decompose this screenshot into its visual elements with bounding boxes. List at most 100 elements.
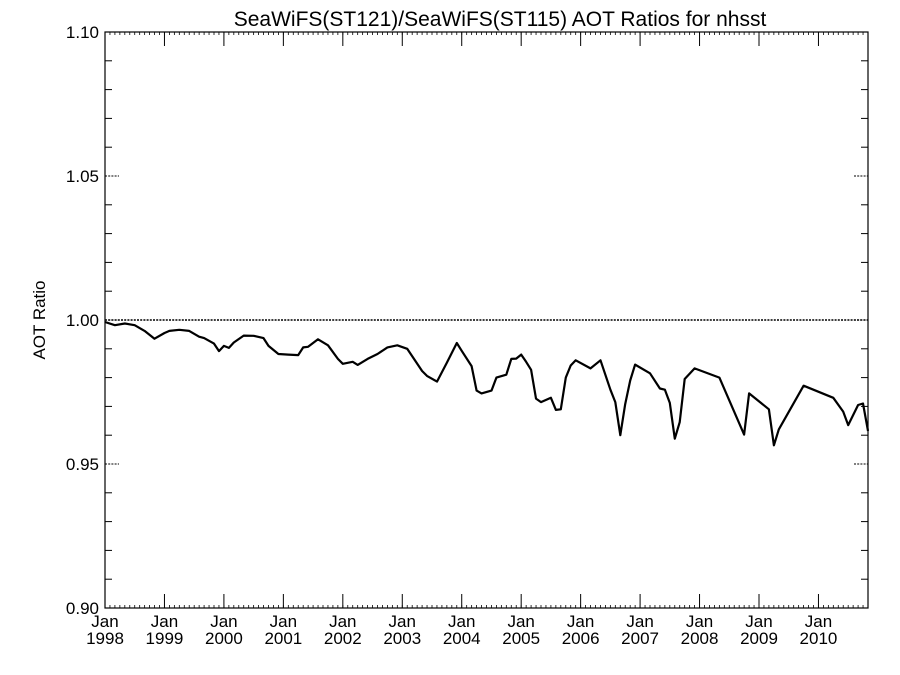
x-tick-year-label: 2004 bbox=[443, 629, 481, 648]
data-point bbox=[743, 434, 745, 436]
data-point bbox=[243, 334, 245, 337]
data-point bbox=[267, 345, 270, 347]
data-point bbox=[421, 370, 423, 372]
data-point bbox=[396, 344, 398, 346]
data-point bbox=[317, 338, 319, 340]
data-point bbox=[802, 385, 805, 387]
data-point bbox=[748, 392, 750, 395]
x-tick-month-label: Jan bbox=[210, 612, 237, 631]
data-point bbox=[357, 364, 359, 366]
data-point bbox=[302, 346, 304, 348]
data-point bbox=[188, 330, 190, 332]
data-point bbox=[144, 330, 146, 332]
data-point bbox=[530, 369, 532, 371]
data-point bbox=[327, 344, 329, 346]
data-point bbox=[480, 392, 483, 395]
data-point bbox=[679, 421, 681, 423]
data-point bbox=[535, 398, 537, 400]
data-point bbox=[629, 379, 631, 382]
data-point bbox=[406, 348, 408, 350]
data-point bbox=[366, 358, 369, 360]
x-tick-month-label: Jan bbox=[151, 612, 178, 631]
data-point bbox=[684, 378, 686, 380]
data-point bbox=[525, 361, 527, 363]
data-point bbox=[510, 358, 512, 360]
data-point bbox=[718, 377, 720, 379]
data-point bbox=[168, 330, 171, 332]
data-point bbox=[649, 372, 651, 374]
data-point bbox=[669, 402, 671, 404]
series-points bbox=[104, 321, 869, 446]
data-point bbox=[555, 409, 557, 411]
x-tick-year-label: 2006 bbox=[562, 629, 600, 648]
y-axis-ticks: 1.10 1.05 1.00 0.95 0.90 bbox=[66, 23, 868, 618]
data-point bbox=[124, 322, 126, 325]
data-point bbox=[253, 335, 255, 337]
data-point bbox=[163, 332, 166, 334]
data-point bbox=[223, 345, 225, 347]
data-point bbox=[857, 404, 859, 406]
data-point bbox=[262, 337, 265, 339]
data-point bbox=[203, 337, 205, 339]
x-tick-month-label: Jan bbox=[91, 612, 118, 631]
x-tick-year-label: 2002 bbox=[324, 629, 362, 648]
data-point bbox=[589, 367, 592, 369]
data-point bbox=[461, 350, 463, 352]
data-point bbox=[446, 362, 448, 364]
data-point bbox=[287, 353, 289, 356]
data-point bbox=[233, 341, 235, 344]
y-tick-label: 1.05 bbox=[66, 167, 99, 186]
data-point bbox=[599, 359, 602, 361]
x-tick-year-label: 2003 bbox=[383, 629, 421, 648]
x-tick-year-label: 2005 bbox=[502, 629, 540, 648]
data-point bbox=[832, 397, 834, 399]
data-point bbox=[540, 401, 542, 403]
x-tick-month-label: Jan bbox=[270, 612, 297, 631]
series-line bbox=[104, 320, 870, 447]
x-tick-year-label: 2007 bbox=[621, 629, 659, 648]
data-point bbox=[178, 329, 180, 331]
x-tick-month-label: Jan bbox=[329, 612, 356, 631]
data-point bbox=[337, 358, 339, 360]
data-point bbox=[609, 389, 611, 391]
data-point bbox=[352, 361, 354, 363]
data-point bbox=[475, 389, 478, 392]
y-tick-label: 0.95 bbox=[66, 455, 99, 474]
data-point bbox=[773, 444, 775, 446]
data-point bbox=[213, 343, 215, 345]
data-point bbox=[436, 381, 438, 383]
x-tick-month-label: Jan bbox=[507, 612, 534, 631]
data-point bbox=[570, 364, 572, 367]
data-point bbox=[634, 364, 636, 366]
data-point bbox=[664, 389, 666, 391]
x-tick-month-label: Jan bbox=[686, 612, 713, 631]
data-point bbox=[515, 357, 517, 360]
data-point bbox=[218, 350, 220, 352]
data-point bbox=[659, 387, 661, 390]
data-point bbox=[505, 374, 507, 376]
data-point bbox=[842, 410, 844, 413]
data-point bbox=[565, 377, 567, 379]
data-point bbox=[495, 377, 498, 379]
data-point bbox=[277, 353, 280, 355]
x-tick-month-label: Jan bbox=[567, 612, 594, 631]
y-tick-label: 0.90 bbox=[66, 599, 99, 618]
data-point bbox=[862, 402, 864, 405]
y-tick-label: 1.10 bbox=[66, 23, 99, 42]
data-point bbox=[520, 353, 522, 356]
data-point bbox=[560, 408, 562, 410]
data-point bbox=[104, 321, 106, 323]
data-point bbox=[134, 324, 136, 326]
data-point bbox=[198, 336, 200, 338]
x-tick-year-label: 2009 bbox=[740, 629, 778, 648]
x-tick-month-label: Jan bbox=[745, 612, 772, 631]
chart-title: SeaWiFS(ST121)/SeaWiFS(ST115) AOT Ratios… bbox=[234, 8, 767, 31]
data-point bbox=[307, 346, 309, 348]
data-point bbox=[778, 428, 780, 431]
y-tick-label: 1.00 bbox=[66, 311, 99, 330]
data-point bbox=[575, 359, 577, 361]
data-point bbox=[624, 403, 626, 405]
data-point bbox=[456, 342, 458, 344]
data-point bbox=[847, 424, 849, 426]
